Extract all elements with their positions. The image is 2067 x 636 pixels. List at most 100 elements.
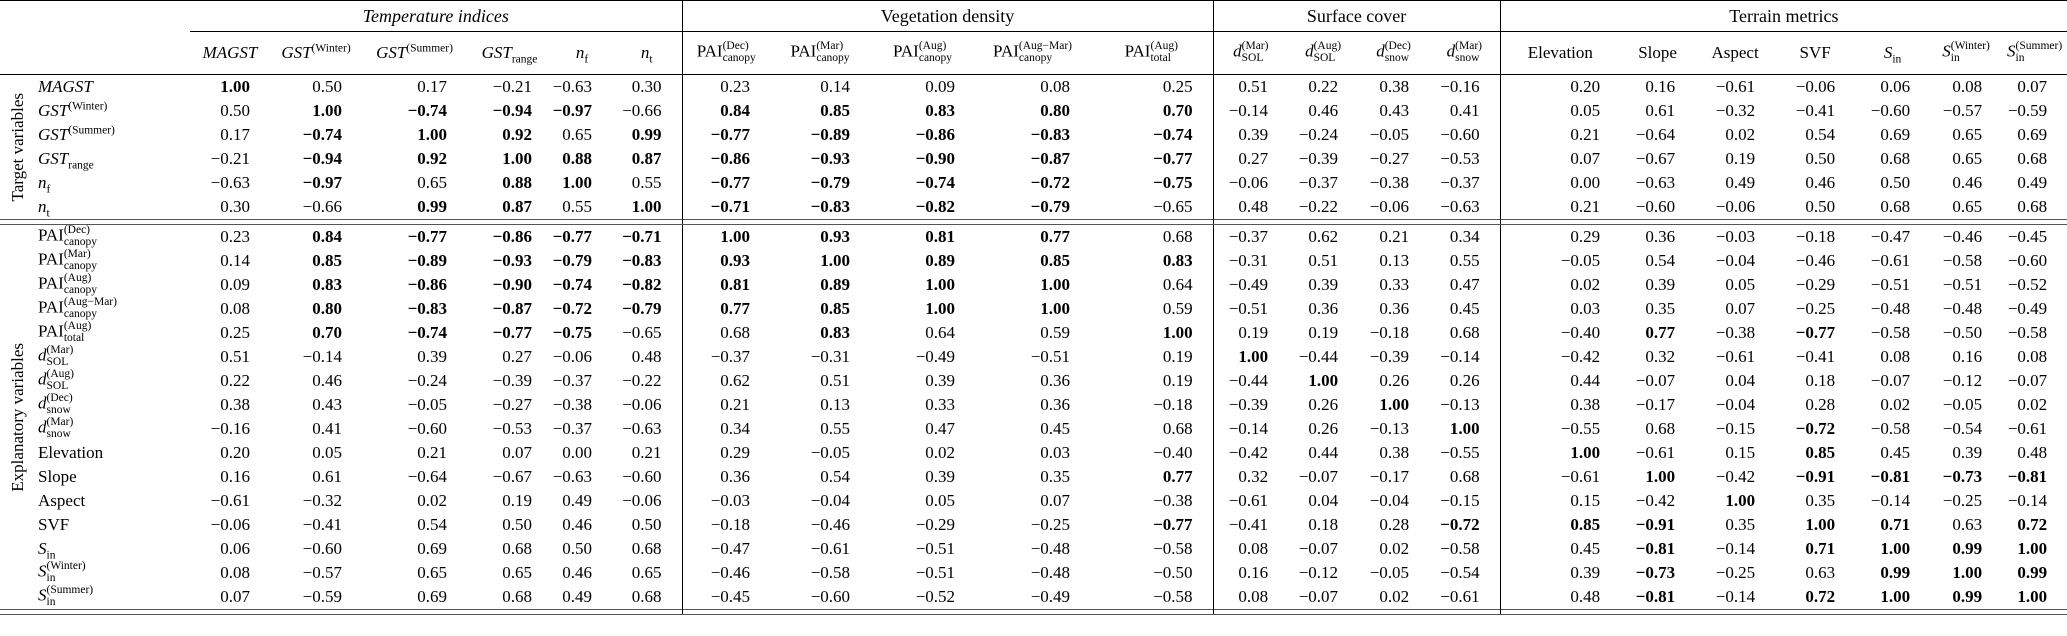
correlation-cell: −0.37 <box>552 419 592 438</box>
correlation-cell: 0.49 <box>2017 173 2048 192</box>
correlation-cell: 0.83 <box>1162 251 1193 270</box>
table-row: GST(Winter) 0.50 1.00 −0.74 −0.94 −0.97 −0.66 0… <box>0 99 2067 123</box>
correlation-cell: 0.68 <box>1449 323 1480 342</box>
correlation-cell: 0.08 <box>1040 77 1071 96</box>
correlation-cell: 0.08 <box>220 299 250 318</box>
correlation-cell: −0.39 <box>1369 347 1410 366</box>
column-header: SVF <box>1775 31 1856 75</box>
correlation-cell: −0.05 <box>407 395 447 414</box>
correlation-cell: 0.55 <box>562 197 592 216</box>
variable-base: Aspect <box>38 491 86 510</box>
correlation-cell: −0.03 <box>1715 227 1756 246</box>
correlation-cell: 0.72 <box>2017 515 2048 534</box>
correlation-cell: 0.99 <box>631 125 662 144</box>
correlation-cell: −0.39 <box>492 371 532 390</box>
sup-sub-stack: (Aug−Mar) canopy <box>63 296 117 320</box>
correlation-cell: 0.30 <box>220 197 250 216</box>
correlation-cell: −0.24 <box>407 371 447 390</box>
subscript: f <box>46 183 51 196</box>
correlation-cell: 0.07 <box>502 443 532 462</box>
superscript: (Summer) <box>68 124 115 137</box>
correlation-cell: 0.23 <box>681 74 771 99</box>
sup-sub-stack: (Mar) canopy <box>63 248 98 272</box>
correlation-cell: −0.18 <box>1795 227 1836 246</box>
correlation-cell: −0.77 <box>1153 515 1193 534</box>
correlation-cell: 0.41 <box>1449 101 1480 120</box>
correlation-cell: 1.00 <box>1379 395 1410 414</box>
correlation-cell: 0.46 <box>1952 173 1983 192</box>
correlation-cell: 0.19 <box>1212 321 1289 345</box>
correlation-cell: 0.07 <box>1725 299 1756 318</box>
variable-base: d <box>38 417 47 437</box>
correlation-cell: −0.37 <box>1440 173 1480 192</box>
correlation-cell: −0.64 <box>407 467 447 486</box>
correlation-cell: −0.77 <box>552 227 592 246</box>
correlation-cell: −0.59 <box>302 587 342 606</box>
correlation-cell: 0.39 <box>417 347 447 366</box>
correlation-cell: −0.06 <box>1212 171 1289 195</box>
column-group-header: Vegetation density <box>681 0 1214 32</box>
correlation-cell: −0.44 <box>1298 347 1339 366</box>
variable-base: S <box>1942 41 1951 61</box>
correlation-cell: 1.00 <box>1040 275 1071 294</box>
correlation-cell: −0.63 <box>210 173 250 192</box>
correlation-cell: −0.05 <box>1369 125 1410 144</box>
row-group-cell: Target variables <box>0 75 36 220</box>
correlation-cell: 0.99 <box>2017 563 2048 582</box>
correlation-cell: 0.19 <box>1162 347 1193 366</box>
correlation-cell: 0.29 <box>1499 224 1621 249</box>
sup-sub-stack: (Aug) total <box>1150 40 1178 64</box>
correlation-cell: −0.51 <box>1870 275 1911 294</box>
correlation-cell: 0.68 <box>502 539 532 558</box>
correlation-cell: −0.81 <box>1635 539 1676 558</box>
correlation-cell: −0.05 <box>1369 563 1410 582</box>
sup-sub-stack: (Aug) SOL <box>46 368 74 392</box>
correlation-cell: −0.55 <box>1499 417 1621 441</box>
correlation-cell: −0.77 <box>1795 323 1836 342</box>
correlation-cell: 0.68 <box>1880 149 1911 168</box>
correlation-cell: −0.71 <box>622 227 662 246</box>
variable-base: Slope <box>38 467 77 486</box>
correlation-cell: 0.04 <box>1725 371 1756 390</box>
correlation-cell: −0.17 <box>1635 395 1676 414</box>
correlation-cell: −0.47 <box>1870 227 1911 246</box>
correlation-cell: 0.16 <box>220 467 250 486</box>
correlation-cell: −0.75 <box>552 323 592 342</box>
table-row: d (Aug) SOL 0.22 0.46 −0.24 −0.39 −0.37 −0.22 0.6… <box>0 369 2067 393</box>
correlation-cell: −0.79 <box>552 251 592 270</box>
table-row: GST(Summer) 0.17 −0.74 1.00 0.92 0.65 0.99 −0.7… <box>0 123 2067 147</box>
correlation-cell: −0.48 <box>1870 299 1911 318</box>
correlation-cell: 0.36 <box>681 465 771 489</box>
correlation-cell: 0.51 <box>1212 74 1289 99</box>
subscript: range <box>68 159 94 172</box>
correlation-cell: 0.80 <box>1040 101 1071 120</box>
correlation-cell: 0.50 <box>562 539 592 558</box>
variable-base: d <box>38 393 47 413</box>
correlation-cell: −0.60 <box>302 539 342 558</box>
correlation-cell: 0.68 <box>2017 149 2048 168</box>
sup-sub-stack: (Aug−Mar) canopy <box>1018 40 1072 64</box>
correlation-cell: 0.77 <box>681 297 771 321</box>
correlation-cell: −0.14 <box>1212 417 1289 441</box>
correlation-cell: −0.65 <box>622 323 662 342</box>
subscript: in <box>46 549 56 562</box>
correlation-cell: −0.63 <box>622 419 662 438</box>
correlation-cell: −0.60 <box>810 587 851 606</box>
correlation-cell: 1.00 <box>925 299 956 318</box>
correlation-cell: 1.00 <box>562 173 592 192</box>
row-label: Elevation <box>36 441 190 465</box>
correlation-cell: 0.15 <box>1499 489 1621 513</box>
correlation-cell: −0.05 <box>1942 395 1983 414</box>
column-header: PAI (Aug−Mar) canopy <box>975 31 1091 75</box>
column-header: Aspect <box>1695 31 1776 75</box>
column-header: GSTrange <box>467 31 552 75</box>
sup-sub-stack: (Dec) snow <box>46 392 73 416</box>
correlation-cell: −0.61 <box>810 539 851 558</box>
variable-base: n <box>640 43 650 62</box>
correlation-cell: 0.61 <box>312 467 342 486</box>
correlation-cell: 0.64 <box>925 323 956 342</box>
correlation-cell: −0.41 <box>1795 347 1836 366</box>
subscript: in <box>1892 53 1902 66</box>
correlation-cell: 0.62 <box>681 369 771 393</box>
correlation-cell: −0.64 <box>1635 125 1676 144</box>
